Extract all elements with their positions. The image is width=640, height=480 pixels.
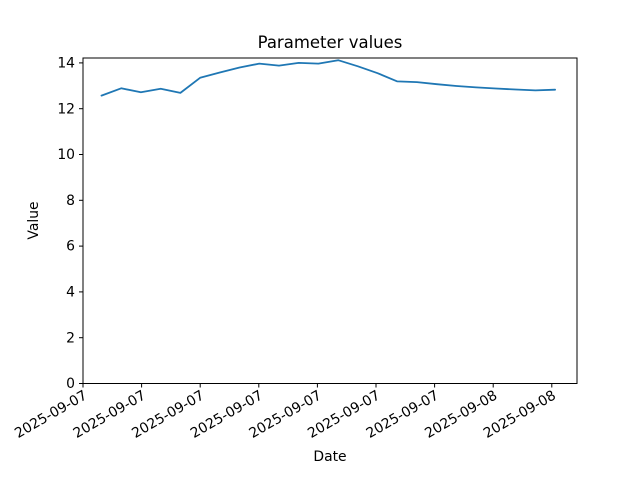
y-tick-label: 10 — [57, 147, 75, 163]
y-tick-label: 4 — [66, 285, 75, 301]
chart-title: Parameter values — [258, 33, 403, 52]
y-axis-label: Value — [26, 201, 42, 239]
y-tick-label: 8 — [66, 193, 75, 209]
y-tick-label: 14 — [57, 56, 75, 72]
axes-spines — [82, 57, 578, 384]
y-tick-label: 2 — [66, 330, 75, 346]
y-tick-label: 0 — [66, 376, 75, 392]
data-line-series — [100, 59, 556, 97]
y-tick-label: 6 — [66, 239, 75, 255]
x-axis-label: Date — [313, 449, 346, 465]
y-tick-label: 12 — [57, 101, 75, 117]
plot-area: 024681012142025-09-072025-09-072025-09-0… — [12, 56, 578, 442]
